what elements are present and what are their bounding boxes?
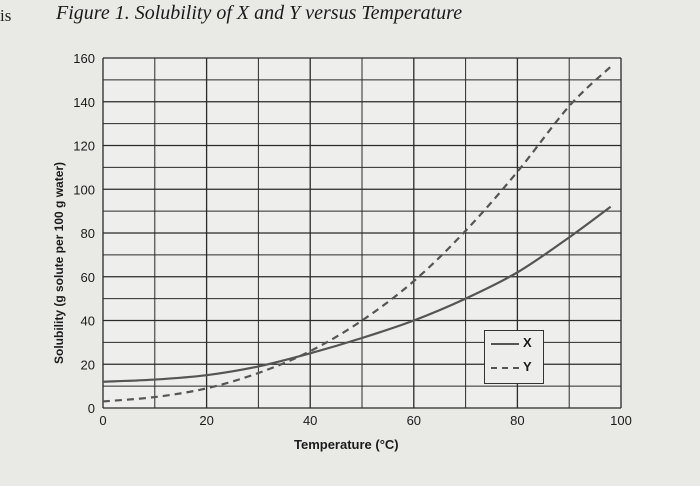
legend-item-x: X	[491, 335, 541, 353]
series-line-y	[102, 65, 612, 403]
x-tick-label: 80	[510, 413, 524, 428]
legend-label-x: X	[523, 335, 532, 350]
y-tick-label: 160	[73, 51, 95, 66]
x-tick-label: 20	[199, 413, 213, 428]
x-tick-label: 40	[303, 413, 317, 428]
tick-labels: 0 20 40 60 80 100 0 20 40 60 80 100 120 140 160	[73, 51, 632, 428]
figure-title: Figure 1. Solubility of X and Y versus T…	[56, 2, 463, 24]
series-line-x	[102, 205, 612, 383]
y-tick-label: 40	[81, 314, 95, 329]
legend-label-y: Y	[523, 359, 532, 374]
y-tick-label: 100	[73, 182, 95, 197]
y-tick-label: 140	[73, 95, 95, 110]
legend: X Y	[484, 330, 544, 384]
x-tick-label: 100	[610, 413, 632, 428]
y-tick-label: 0	[88, 401, 95, 416]
page-edge-text: is	[0, 6, 12, 25]
series-lines	[102, 65, 612, 403]
legend-swatch-x	[491, 343, 519, 345]
x-axis-label: Temperature (°C)	[294, 437, 399, 452]
legend-item-y: Y	[491, 359, 541, 377]
y-tick-label: 20	[81, 357, 95, 372]
legend-swatch-y	[491, 367, 519, 369]
y-tick-label: 80	[81, 226, 95, 241]
x-tick-label: 60	[407, 413, 421, 428]
y-tick-label: 60	[81, 270, 95, 285]
y-axis-label: Solubility (g solute per 100 g water)	[52, 161, 66, 364]
x-tick-label: 0	[99, 413, 106, 428]
y-tick-label: 120	[73, 139, 95, 154]
